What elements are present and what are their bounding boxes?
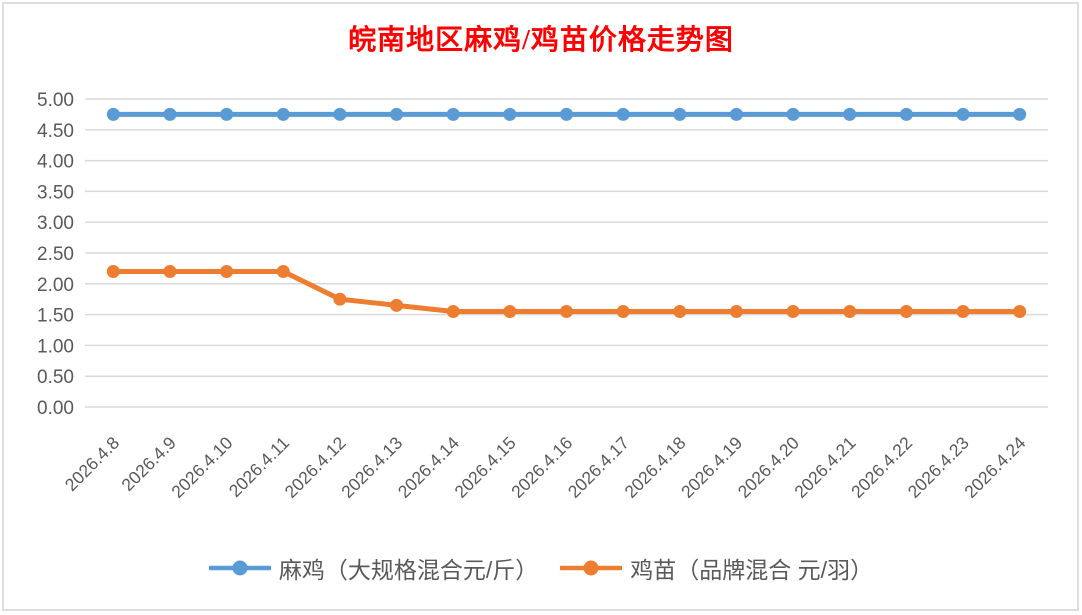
legend-item: 鸡苗（品牌混合 元/羽） (560, 551, 873, 585)
data-point (106, 264, 120, 278)
x-axis-tick-label: 2026.4.12 (281, 433, 350, 502)
data-point (333, 292, 347, 306)
y-axis-tick-label: 2.50 (37, 244, 74, 265)
data-point (616, 107, 630, 121)
data-point (899, 305, 913, 319)
x-axis-tick-label: 2026.4.10 (167, 433, 236, 502)
data-point (729, 305, 743, 319)
y-axis-tick-label: 3.00 (37, 213, 74, 234)
data-point (390, 298, 404, 312)
data-point (333, 107, 347, 121)
x-axis-tick-label: 2026.4.13 (337, 433, 406, 502)
x-axis-tick-label: 2026.4.23 (904, 433, 973, 502)
data-point (616, 305, 630, 319)
data-point (729, 107, 743, 121)
x-axis-tick-label: 2026.4.19 (677, 433, 746, 502)
y-axis-tick-label: 0.50 (37, 367, 74, 388)
data-point (1013, 107, 1027, 121)
data-point (163, 264, 177, 278)
data-point (106, 107, 120, 121)
y-axis-tick-label: 2.00 (37, 275, 74, 296)
legend-marker-icon (560, 560, 623, 576)
legend: 麻鸡（大规格混合元/斤） 鸡苗（品牌混合 元/羽） (0, 551, 1082, 585)
data-point (673, 305, 687, 319)
data-point (673, 107, 687, 121)
data-point (956, 305, 970, 319)
chart-title: 皖南地区麻鸡/鸡苗价格走势图 (348, 25, 734, 56)
data-point (220, 107, 234, 121)
data-point (956, 107, 970, 121)
data-point (503, 107, 517, 121)
legend-item: 麻鸡（大规格混合元/斤） (208, 551, 539, 585)
y-axis-tick-label: 1.50 (37, 306, 74, 327)
x-axis-tick-label: 2026.4.14 (394, 433, 463, 502)
x-axis-tick-label: 2026.4.24 (960, 433, 1029, 502)
x-axis-tick-label: 2026.4.15 (450, 433, 519, 502)
x-axis-tick-label: 2026.4.17 (564, 433, 633, 502)
legend-marker-icon (208, 560, 271, 576)
y-axis-tick-label: 5.00 (37, 90, 74, 111)
legend-item-label: 鸡苗（品牌混合 元/羽） (630, 557, 874, 583)
data-point (560, 305, 573, 319)
data-point (786, 305, 800, 319)
data-point (560, 107, 573, 121)
data-point (899, 107, 913, 121)
y-axis-tick-label: 1.00 (37, 336, 74, 357)
data-point (276, 107, 290, 121)
x-axis-tick-label: 2026.4.8 (61, 433, 123, 495)
data-point (446, 107, 460, 121)
y-axis-tick-label: 3.50 (37, 182, 74, 203)
data-point (276, 264, 290, 278)
y-axis-tick-label: 0.00 (37, 398, 74, 419)
data-point (446, 305, 460, 319)
x-axis-tick-label: 2026.4.16 (507, 433, 576, 502)
x-axis-tick-label: 2026.4.22 (847, 433, 916, 502)
data-point (843, 107, 857, 121)
x-axis-tick-label: 2026.4.21 (790, 433, 859, 502)
y-axis-tick-label: 4.00 (37, 152, 74, 173)
data-point (390, 107, 404, 121)
data-point (786, 107, 800, 121)
y-axis-tick-label: 4.50 (37, 121, 74, 142)
data-point (503, 305, 517, 319)
data-point (220, 264, 234, 278)
x-axis-tick-label: 2026.4.18 (620, 433, 689, 502)
x-axis-tick-label: 2026.4.20 (734, 433, 803, 502)
data-point (1013, 305, 1027, 319)
legend-item-label: 麻鸡（大规格混合元/斤） (278, 557, 539, 583)
data-point (163, 107, 177, 121)
data-point (843, 305, 857, 319)
